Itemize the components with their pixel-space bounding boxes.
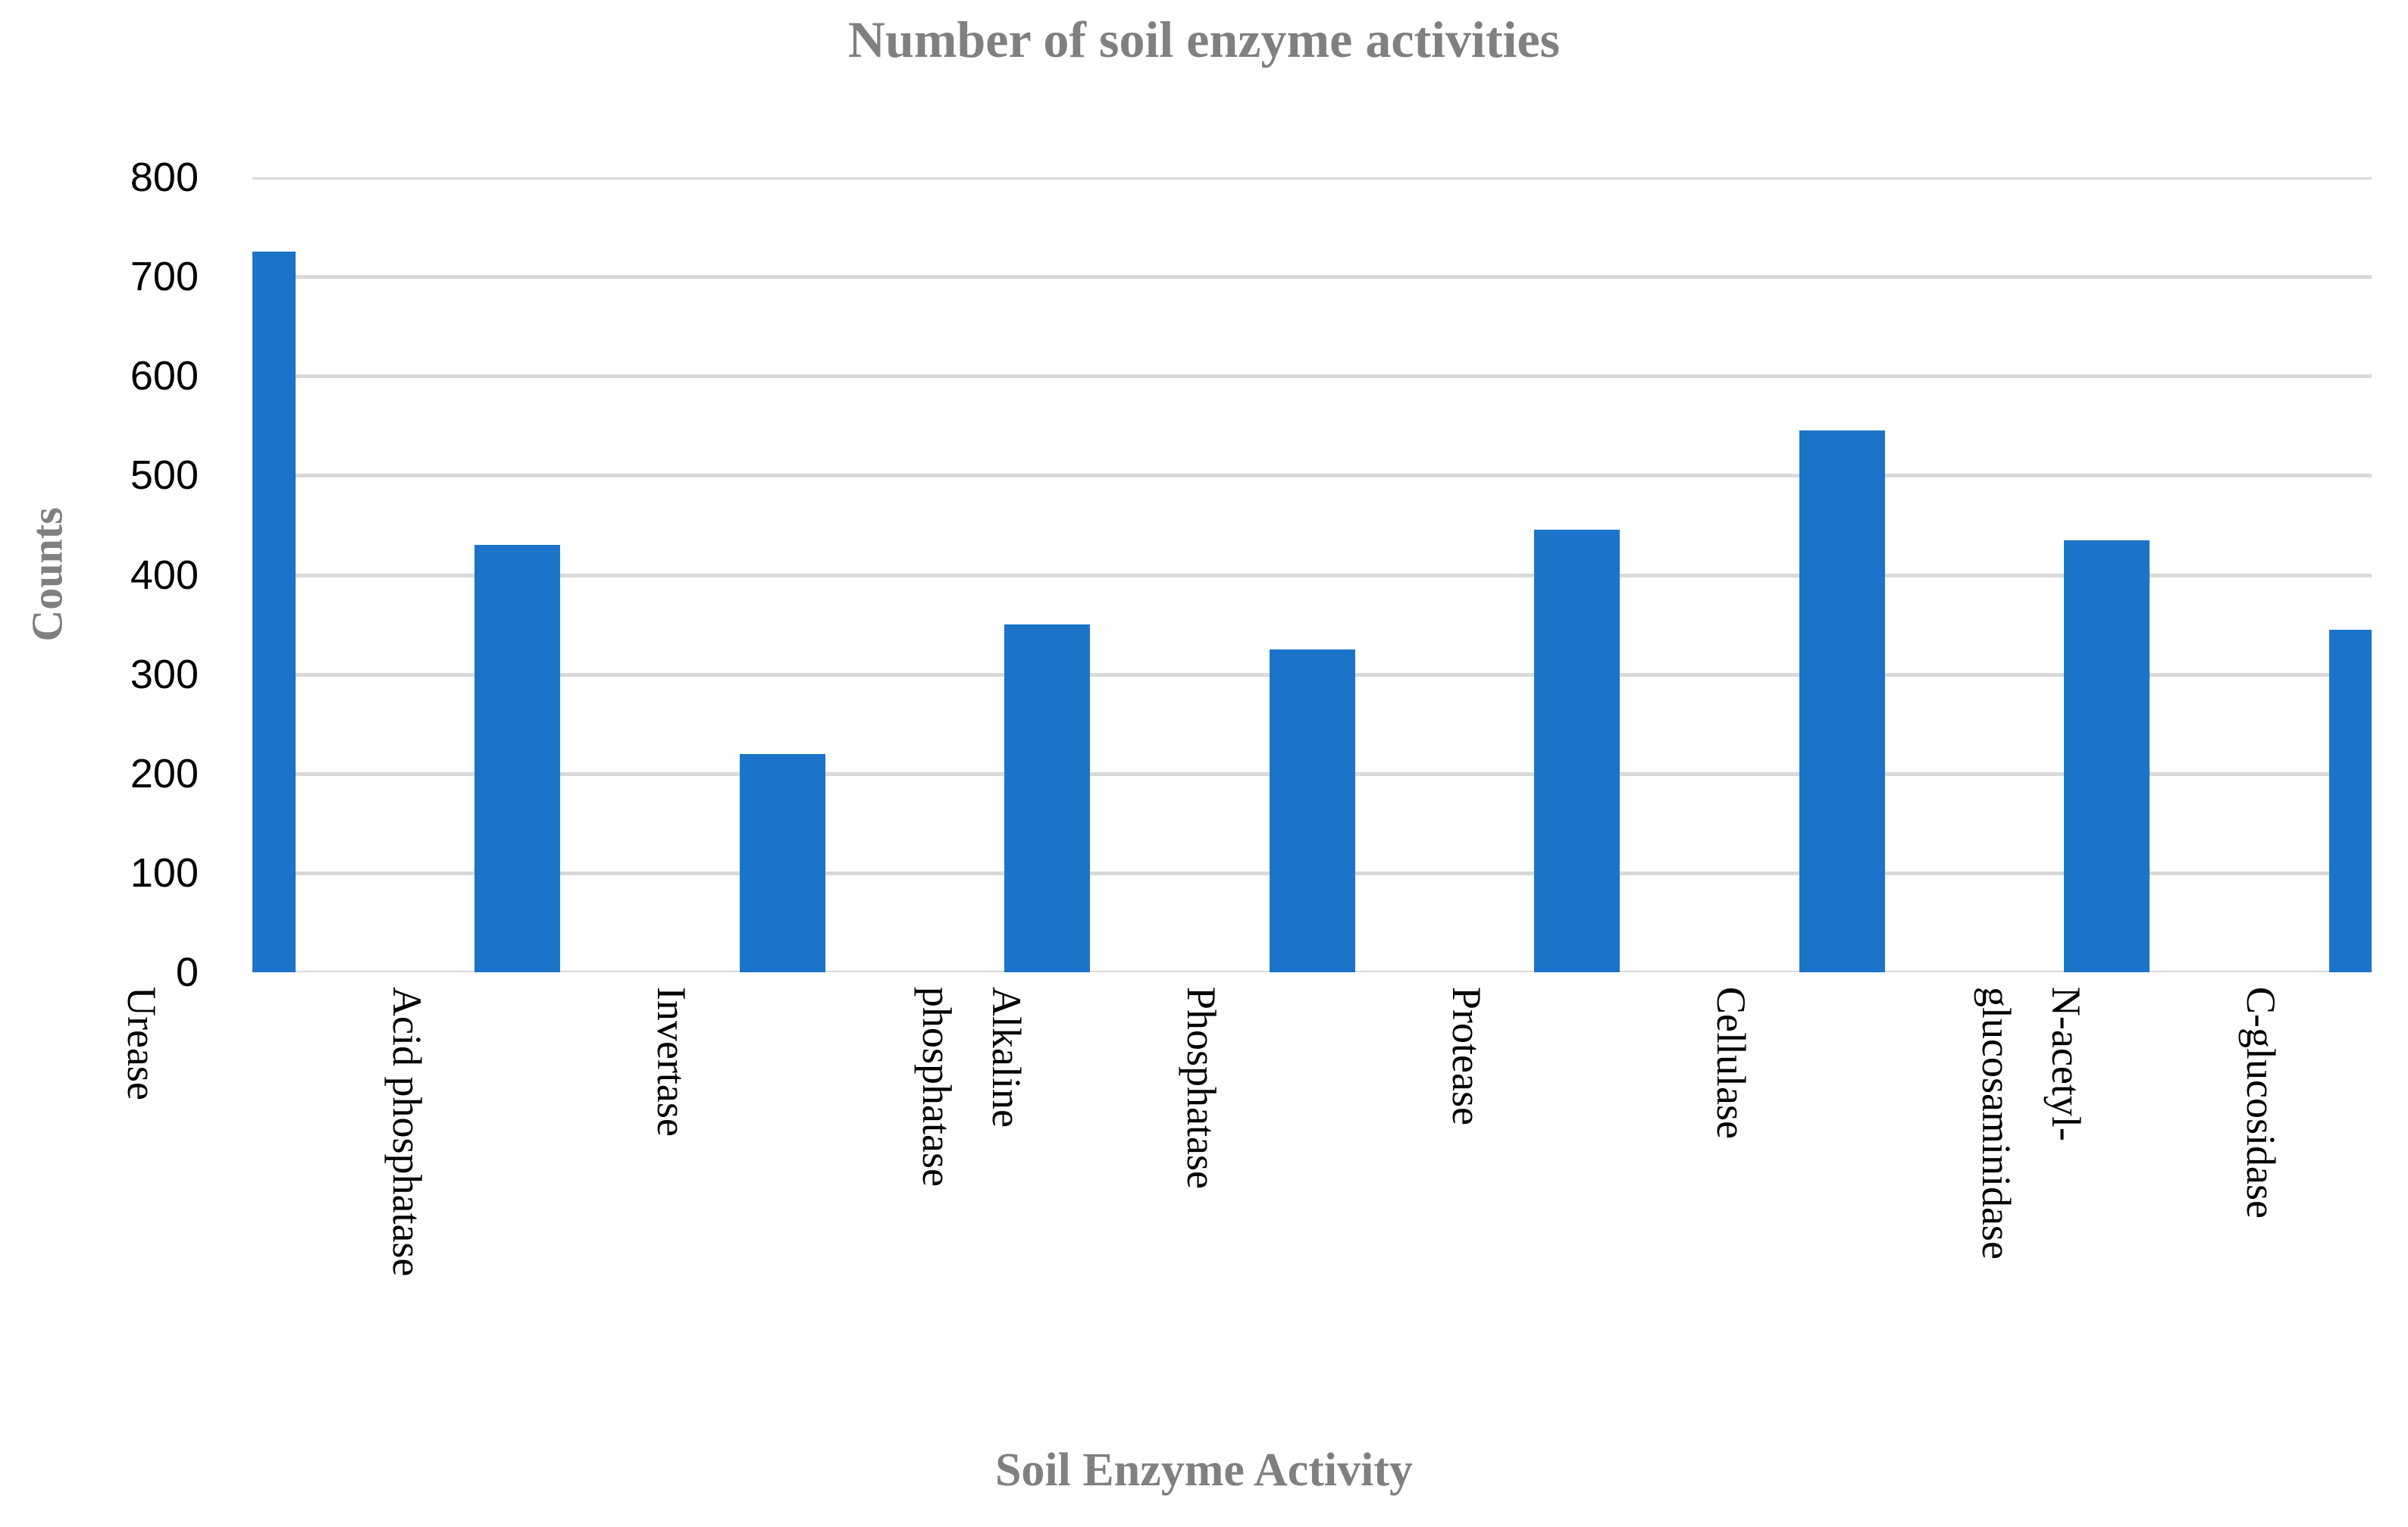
chart-title: Number of soil enzyme activities [847,11,1561,68]
bar-alkaline-phosphatase [1004,624,1090,972]
y-tick-label: 500 [130,452,199,499]
bar-n-acetyl-glucosaminidase [2064,540,2150,972]
bar-phosphatase [1269,649,1355,972]
y-tick-label: 600 [130,353,199,399]
y-tick-label: 700 [130,254,199,300]
y-tick-label: 200 [130,750,199,796]
x-category-label: N-acetyl- glucosaminidase [1973,987,2089,1259]
y-tick-label: 800 [130,155,199,200]
bar-c-glucosidase [2328,630,2372,972]
gridline [252,275,2372,280]
x-category-label: Urease [119,987,164,1100]
gridline [252,573,2372,577]
gridline [252,474,2372,478]
x-category-label: Cellulase [1708,987,1754,1139]
y-tick-label: 300 [130,651,199,697]
gridline [252,374,2372,379]
plot-area [252,177,2372,972]
y-tick-label: 0 [175,950,199,995]
x-category-label: Phosphatase [1179,987,1224,1189]
bar-urease [252,252,296,972]
bar-cellulase [1799,430,1885,972]
x-category-label: Invertase [649,987,694,1137]
y-tick-label: 400 [130,552,199,598]
x-axis-title: Soil Enzyme Activity [994,1444,1414,1496]
x-category-label: Alkaline phosphatase [913,987,1029,1187]
x-category-label: Protease [1443,987,1489,1125]
x-category-label: Acid phosphatase [384,987,430,1277]
bar-invertase [739,754,825,972]
bar-protease [1534,530,1620,972]
x-category-label: C-glucosidase [2238,987,2284,1219]
y-tick-label: 100 [130,850,199,896]
bar-acid-phosphatase [474,545,560,972]
gridline [252,177,2372,180]
